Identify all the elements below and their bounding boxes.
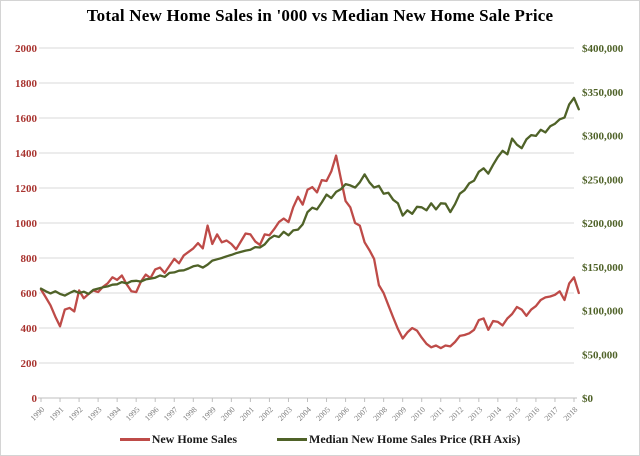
x-axis-year-label: 2008 xyxy=(371,405,389,423)
legend-label-median-price: Median New Home Sales Price (RH Axis) xyxy=(309,432,521,446)
x-axis-year-label: 2009 xyxy=(390,405,408,423)
chart-title: Total New Home Sales in '000 vs Median N… xyxy=(86,6,554,25)
x-axis-year-label: 1994 xyxy=(105,405,123,423)
left-axis-label: 1600 xyxy=(15,113,38,125)
right-axis-label: $250,000 xyxy=(582,174,624,186)
x-axis-year-label: 2006 xyxy=(333,405,351,423)
right-axis-label: $400,000 xyxy=(582,43,624,55)
left-axis-label: 0 xyxy=(32,393,38,405)
x-axis-year-label: 2000 xyxy=(219,405,237,423)
price-line-swatch xyxy=(277,438,308,441)
x-axis-year-label: 2011 xyxy=(429,405,446,422)
x-axis-year-label: 1993 xyxy=(86,405,104,423)
x-axis-year-label: 2016 xyxy=(524,405,542,423)
x-axis-year-label: 1992 xyxy=(67,405,85,423)
x-axis-year-label: 2017 xyxy=(543,405,561,423)
series-line-new-home-sales xyxy=(39,154,580,350)
legend: New Home Sales Median New Home Sales Pri… xyxy=(1,432,639,447)
x-axis-year-label: 2007 xyxy=(352,405,370,423)
left-axis-label: 600 xyxy=(21,288,38,300)
left-axis-label: 1800 xyxy=(15,78,38,90)
x-axis-year-label: 1990 xyxy=(29,405,47,423)
right-axis-label: $150,000 xyxy=(582,262,624,274)
right-axis-label: $200,000 xyxy=(582,218,624,230)
x-axis-year-label: 2012 xyxy=(448,405,466,423)
left-axis-label: 2000 xyxy=(15,43,38,55)
x-axis-year-label: 1991 xyxy=(48,405,66,423)
left-axis-label: 1400 xyxy=(15,148,38,160)
x-axis-year-label: 2004 xyxy=(295,405,313,423)
right-axis-label: $100,000 xyxy=(582,306,624,318)
left-axis-label: 1200 xyxy=(15,183,38,195)
x-axis-year-label: 2013 xyxy=(467,405,485,423)
legend-item-median-price: Median New Home Sales Price (RH Axis) xyxy=(277,432,520,447)
x-axis-year-label: 1999 xyxy=(200,405,218,423)
x-axis-year-label: 1997 xyxy=(162,405,180,423)
left-axis-label: 400 xyxy=(21,323,38,335)
x-axis-year-label: 2014 xyxy=(486,405,504,423)
left-axis-label: 1000 xyxy=(15,218,38,230)
right-axis-label: $0 xyxy=(582,393,594,405)
x-axis-year-label: 2005 xyxy=(314,405,332,423)
series-line-median-price xyxy=(39,96,580,297)
sales-line-swatch xyxy=(119,438,150,441)
right-axis-label: $350,000 xyxy=(582,87,624,99)
legend-label-new-home-sales: New Home Sales xyxy=(151,432,238,446)
x-axis-year-label: 2003 xyxy=(276,405,294,423)
right-axis-label: $50,000 xyxy=(582,349,618,361)
x-axis-year-label: 1996 xyxy=(143,405,161,423)
right-axis-label: $300,000 xyxy=(582,131,624,143)
x-axis-year-label: 1998 xyxy=(181,405,199,423)
x-axis-year-label: 2002 xyxy=(257,405,275,423)
x-axis-year-label: 2018 xyxy=(562,405,580,423)
left-axis-label: 200 xyxy=(21,358,38,370)
x-axis-year-label: 2010 xyxy=(409,405,427,423)
x-axis-year-label: 1995 xyxy=(124,405,142,423)
x-axis-year-label: 2015 xyxy=(505,405,523,423)
left-axis-label: 800 xyxy=(21,253,38,265)
legend-item-new-home-sales: New Home Sales xyxy=(119,432,238,447)
x-axis-year-label: 2001 xyxy=(238,405,256,423)
